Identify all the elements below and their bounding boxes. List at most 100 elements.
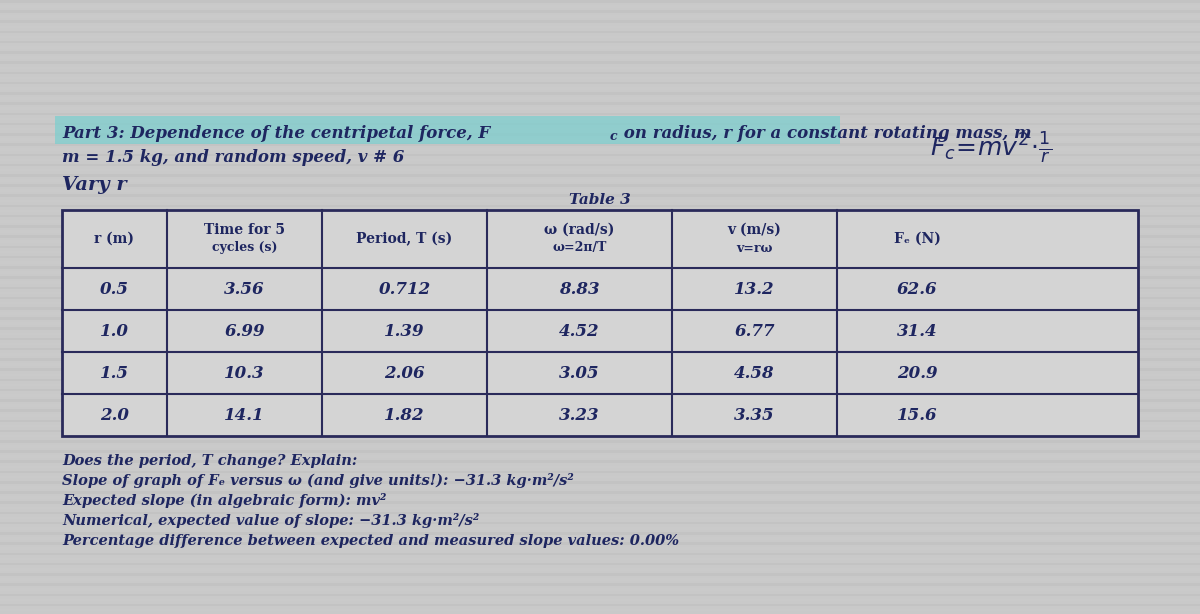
Bar <box>0 154 1200 156</box>
Bar <box>0 112 1200 115</box>
Text: 1.0: 1.0 <box>100 322 130 340</box>
Bar <box>0 338 1200 340</box>
Bar <box>0 184 1200 187</box>
Text: ω=2π/T: ω=2π/T <box>552 241 607 254</box>
Bar <box>0 174 1200 177</box>
Bar <box>0 46 1200 49</box>
Bar <box>0 36 1200 38</box>
Bar <box>0 200 1200 202</box>
Bar <box>0 276 1200 279</box>
Text: 10.3: 10.3 <box>224 365 265 381</box>
Text: v (m/s): v (m/s) <box>727 223 781 237</box>
Text: 3.05: 3.05 <box>559 365 600 381</box>
Text: cycles (s): cycles (s) <box>211 241 277 254</box>
Bar <box>0 348 1200 351</box>
Bar <box>0 410 1200 412</box>
Bar <box>0 138 1200 141</box>
Bar <box>0 384 1200 386</box>
Bar <box>0 271 1200 274</box>
Bar <box>0 261 1200 263</box>
Text: Part 3: Dependence of the centripetal force, F: Part 3: Dependence of the centripetal fo… <box>62 125 490 141</box>
Bar <box>0 143 1200 146</box>
Bar <box>0 123 1200 125</box>
Text: v=rω: v=rω <box>737 241 773 254</box>
Bar <box>0 450 1200 453</box>
Bar <box>0 97 1200 100</box>
Text: Table 3: Table 3 <box>569 193 631 207</box>
Bar <box>0 5 1200 7</box>
Bar <box>0 486 1200 489</box>
Bar <box>0 10 1200 13</box>
Bar <box>0 578 1200 581</box>
Bar <box>0 527 1200 529</box>
Bar <box>0 41 1200 44</box>
Bar <box>0 189 1200 192</box>
Bar <box>0 169 1200 171</box>
Bar <box>0 435 1200 437</box>
Bar <box>0 292 1200 294</box>
Bar <box>0 558 1200 560</box>
Bar <box>0 241 1200 243</box>
Bar <box>0 599 1200 601</box>
Bar <box>0 609 1200 612</box>
Text: 20.9: 20.9 <box>896 365 937 381</box>
Text: 6.77: 6.77 <box>734 322 775 340</box>
Text: ω (rad/s): ω (rad/s) <box>545 223 614 237</box>
Text: m = 1.5 kg, and random speed, v # 6: m = 1.5 kg, and random speed, v # 6 <box>62 149 404 166</box>
Bar <box>0 333 1200 335</box>
Bar <box>0 230 1200 233</box>
Bar <box>0 317 1200 320</box>
Bar <box>62 210 1138 436</box>
Text: 1.82: 1.82 <box>384 406 425 424</box>
Bar <box>0 548 1200 550</box>
Bar <box>0 327 1200 330</box>
Bar <box>0 471 1200 473</box>
Bar <box>0 379 1200 381</box>
Bar <box>0 481 1200 484</box>
Bar <box>0 456 1200 458</box>
Bar <box>0 195 1200 197</box>
Bar <box>0 553 1200 555</box>
Bar <box>0 77 1200 79</box>
Bar <box>0 220 1200 222</box>
Bar <box>0 26 1200 28</box>
Bar <box>0 522 1200 524</box>
Bar <box>0 149 1200 151</box>
Text: Period, T (s): Period, T (s) <box>356 232 452 246</box>
Text: 3.56: 3.56 <box>224 281 265 298</box>
Text: 1.5: 1.5 <box>100 365 130 381</box>
Bar <box>0 61 1200 64</box>
Text: 3.35: 3.35 <box>734 406 775 424</box>
Bar <box>0 404 1200 406</box>
Text: r (m): r (m) <box>95 232 134 246</box>
Bar <box>0 312 1200 314</box>
Bar <box>0 537 1200 540</box>
Bar <box>0 82 1200 84</box>
Bar <box>0 430 1200 432</box>
Text: Percentage difference between expected and measured slope values: 0.00%: Percentage difference between expected a… <box>62 534 679 548</box>
Text: 0.712: 0.712 <box>378 281 431 298</box>
Bar <box>0 128 1200 130</box>
Bar <box>0 573 1200 575</box>
Bar <box>0 517 1200 519</box>
Text: c: c <box>610 130 618 142</box>
Text: 4.52: 4.52 <box>559 322 600 340</box>
Bar <box>0 563 1200 565</box>
Text: 1.39: 1.39 <box>384 322 425 340</box>
Bar <box>0 0 1200 2</box>
Bar <box>0 491 1200 494</box>
Bar <box>0 287 1200 289</box>
Bar <box>0 419 1200 422</box>
Bar <box>0 87 1200 90</box>
Bar <box>55 116 840 144</box>
Bar <box>0 425 1200 427</box>
Bar <box>0 215 1200 217</box>
Bar <box>0 297 1200 299</box>
Bar <box>0 465 1200 468</box>
Text: 8.83: 8.83 <box>559 281 600 298</box>
Bar <box>0 604 1200 606</box>
Bar <box>0 542 1200 545</box>
Bar <box>0 496 1200 499</box>
Bar <box>0 51 1200 53</box>
Bar <box>0 179 1200 182</box>
